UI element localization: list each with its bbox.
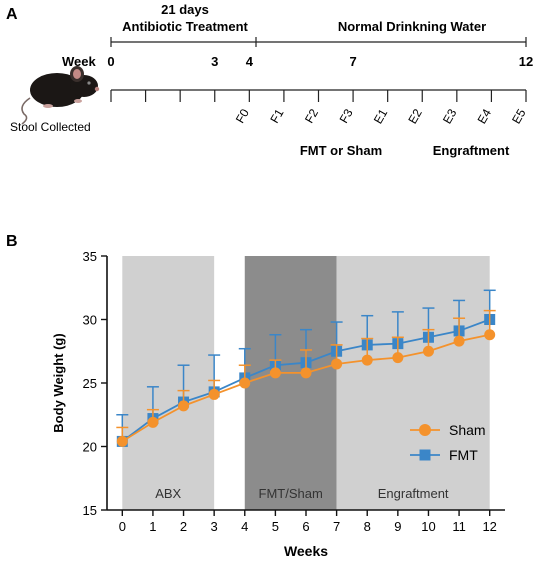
x-tick-label: 9 — [394, 519, 401, 534]
panel-b-letter: B — [6, 233, 18, 250]
x-tick-label: 4 — [241, 519, 248, 534]
phase-region-label: ABX — [155, 486, 181, 501]
x-tick-label: 10 — [421, 519, 435, 534]
timeline-major-labels: 0 3 4 7 12 — [107, 54, 533, 69]
series-sham — [116, 309, 496, 447]
stool-collected-label: Stool Collected — [10, 120, 91, 134]
legend-marker-circle — [419, 424, 431, 436]
data-point-circle — [392, 352, 404, 364]
data-point-circle — [239, 377, 251, 389]
data-point-circle — [208, 388, 220, 400]
chart-legend: Sham FMT — [410, 422, 486, 463]
week-tick-label: 3 — [211, 54, 218, 69]
data-point-circle — [361, 354, 373, 366]
treatment-days-label: 21 days — [161, 2, 209, 17]
sample-label: F1 — [267, 106, 286, 125]
normal-water-label: Normal Drinkning Water — [338, 19, 486, 34]
week-tick-label: 4 — [246, 54, 254, 69]
phase-region — [336, 256, 490, 510]
data-point-circle — [147, 416, 159, 428]
y-axis-title: Body Weight (g) — [51, 333, 66, 432]
legend-label: Sham — [449, 422, 486, 438]
sample-label: E4 — [475, 106, 495, 126]
sample-label: E5 — [509, 106, 529, 126]
sample-label: F2 — [302, 106, 321, 125]
x-tick-label: 7 — [333, 519, 340, 534]
week-tick-label: 12 — [519, 54, 533, 69]
x-tick-label: 6 — [302, 519, 309, 534]
x-tick-label: 1 — [149, 519, 156, 534]
x-tick-label: 0 — [119, 519, 126, 534]
y-tick-label: 30 — [83, 313, 97, 328]
week-label: Week — [62, 54, 96, 69]
x-tick-label: 2 — [180, 519, 187, 534]
panel-a-letter: A — [6, 6, 18, 23]
timeline-panel: A Stool Collected 21 days Antibiotic Tre… — [6, 2, 533, 158]
fmt-or-sham-label: FMT or Sham — [300, 143, 382, 158]
engraftment-label: Engraftment — [433, 143, 510, 158]
data-point-circle — [331, 358, 343, 370]
phase-region-label: Engraftment — [378, 486, 449, 501]
y-tick-label: 25 — [83, 376, 97, 391]
timeline-ticks — [110, 90, 527, 102]
x-tick-label: 5 — [272, 519, 279, 534]
sample-label: E2 — [405, 106, 425, 126]
week-tick-label: 0 — [107, 54, 114, 69]
phase-regions: ABX FMT/Sham Engraftment — [122, 256, 490, 510]
sample-label: F3 — [337, 106, 356, 125]
sample-label: F0 — [233, 106, 252, 125]
phase-region — [122, 256, 215, 510]
x-tick-label: 11 — [452, 519, 466, 534]
x-tick-label: 3 — [211, 519, 218, 534]
y-tick-label: 15 — [83, 503, 97, 518]
legend-marker-square — [419, 449, 431, 461]
x-tick-label: 12 — [482, 519, 496, 534]
data-point-circle — [484, 329, 496, 341]
data-point-circle — [453, 335, 465, 347]
mouse-illustration — [21, 66, 100, 125]
timeline-sample-labels: F0 F1 F2 F3 E1 E2 E3 E4 E5 — [233, 106, 529, 126]
chart-series — [116, 289, 496, 447]
week-tick-label: 7 — [349, 54, 356, 69]
data-point-circle — [422, 345, 434, 357]
sample-label: E1 — [371, 106, 391, 126]
antibiotic-treatment-label: Antibiotic Treatment — [122, 19, 248, 34]
x-tick-label: 8 — [364, 519, 371, 534]
x-axis-title: Weeks — [284, 543, 328, 559]
y-tick-label: 20 — [83, 440, 97, 455]
data-point-circle — [300, 367, 312, 379]
phase-region-label: FMT/Sham — [259, 486, 323, 501]
data-point-circle — [116, 435, 128, 447]
y-tick-label: 35 — [83, 249, 97, 264]
data-point-circle — [269, 367, 281, 379]
data-point-circle — [178, 400, 190, 412]
sample-label: E3 — [440, 106, 460, 126]
legend-label: FMT — [449, 447, 478, 463]
phase-region — [244, 256, 337, 510]
